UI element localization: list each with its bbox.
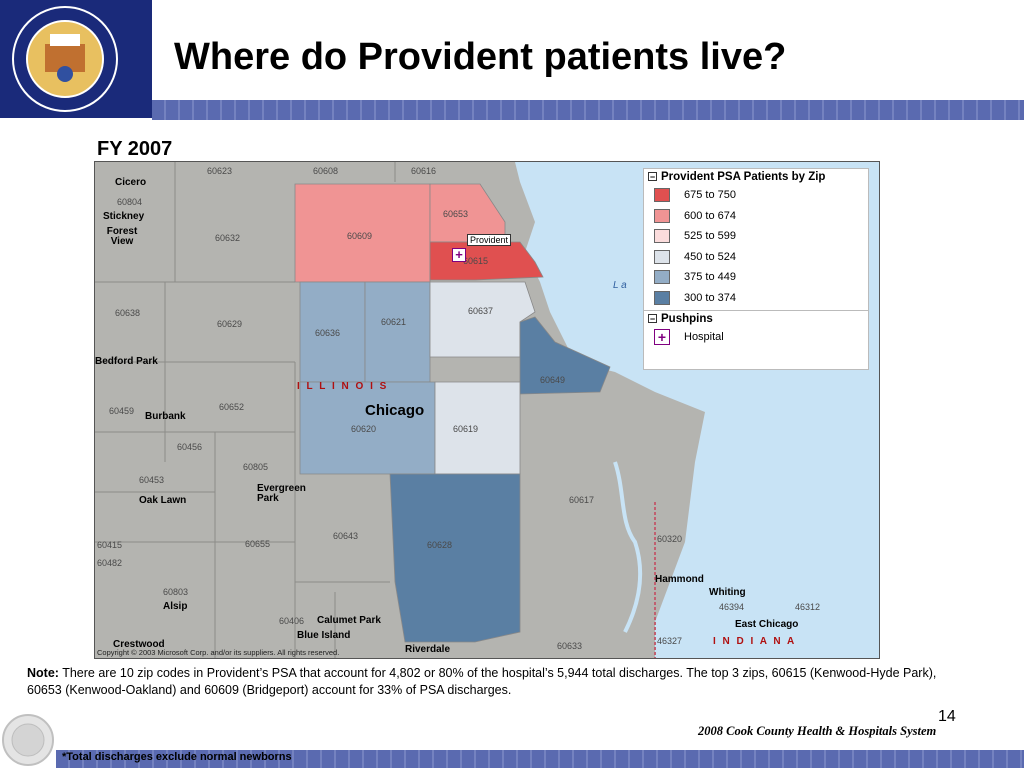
zip-label: 60616 xyxy=(411,166,437,176)
page-number: 14 xyxy=(938,708,956,725)
zip-label: 60620 xyxy=(351,424,377,434)
zip-label: 46394 xyxy=(719,602,745,612)
collapse-icon[interactable]: − xyxy=(648,314,657,324)
fiscal-year-label: FY 2007 xyxy=(97,138,173,160)
zip-60637-area xyxy=(429,281,536,358)
city-label: Oak Lawn xyxy=(139,495,187,506)
city-label: Alsip xyxy=(163,601,188,612)
zip-label: 60456 xyxy=(177,442,203,452)
zip-label: 60805 xyxy=(243,462,269,472)
city-label: Hammond xyxy=(655,574,704,585)
city-label: Riverdale xyxy=(405,644,451,655)
legend-swatch xyxy=(654,229,670,244)
zip-label: 60636 xyxy=(315,328,341,338)
map-copyright: Copyright © 2003 Microsoft Corp. and/or … xyxy=(97,648,340,657)
zip-label: 60633 xyxy=(557,641,583,651)
zip-label: 60406 xyxy=(279,616,305,626)
legend-swatch xyxy=(654,208,670,223)
zip-60621-area xyxy=(364,281,431,383)
zip-label: 60655 xyxy=(245,539,271,549)
hospital-icon: + xyxy=(654,329,670,346)
zip-label: 60453 xyxy=(139,475,165,485)
zip-60653-area xyxy=(429,183,506,243)
city-label: Calumet Park xyxy=(317,615,381,626)
legend-item: 525 to 599 xyxy=(644,226,868,247)
zip-label: 60619 xyxy=(453,424,479,434)
city-label: Stickney xyxy=(103,211,145,222)
city-label: Evergreen Park xyxy=(257,483,306,504)
system-name: 2008 Cook County Health & Hospitals Syst… xyxy=(698,724,937,738)
chicago-label: Chicago xyxy=(365,402,425,419)
footnote: *Total discharges exclude normal newborn… xyxy=(62,751,292,763)
legend-item: 450 to 524 xyxy=(644,247,868,268)
title-divider-bar xyxy=(152,100,1024,120)
legend-item: 600 to 674 xyxy=(644,206,868,227)
legend-header: − Provident PSA Patients by Zip xyxy=(648,171,826,183)
page-title: Where do Provident patients live? xyxy=(174,36,787,78)
city-label: Whiting xyxy=(709,587,746,598)
zip-label: 46327 xyxy=(657,636,683,646)
illinois-state-label: I L L I N O I S xyxy=(297,381,389,392)
legend-swatch xyxy=(654,290,670,305)
city-label: Bedford Park xyxy=(95,356,158,367)
cook-county-seal xyxy=(0,0,152,118)
footer-seal-logo xyxy=(0,712,56,768)
city-label: Cicero xyxy=(115,177,147,188)
zip-label: 60804 xyxy=(117,197,143,207)
zip-label: 60803 xyxy=(163,587,189,597)
zip-label: 60482 xyxy=(97,558,123,568)
lake-label: L a xyxy=(613,280,627,291)
zip-label: 60609 xyxy=(347,231,373,241)
zip-code-map: 60623 60608 60616 60804 60632 60609 6065… xyxy=(94,161,880,659)
zip-label: 60621 xyxy=(381,317,407,327)
collapse-icon[interactable]: − xyxy=(648,172,657,182)
footer-bar xyxy=(56,750,1024,768)
zip-label: 60320 xyxy=(657,534,683,544)
zip-label: 60652 xyxy=(219,402,245,412)
legend-item: 300 to 374 xyxy=(644,288,868,309)
city-label: Burbank xyxy=(145,411,186,422)
zip-label: 60628 xyxy=(427,540,453,550)
legend-swatch xyxy=(654,188,670,203)
legend-item: 375 to 449 xyxy=(644,267,868,288)
city-label: Forest View xyxy=(106,226,138,247)
indiana-state-label: I N D I A N A xyxy=(713,636,797,647)
legend-item: 675 to 750 xyxy=(644,185,868,206)
city-label: Crestwood xyxy=(113,639,165,650)
legend-swatch xyxy=(654,270,670,285)
city-label: East Chicago xyxy=(735,619,799,630)
zip-label: 60415 xyxy=(97,540,123,550)
zip-label: 60638 xyxy=(115,308,141,318)
zip-60628-area xyxy=(389,473,521,643)
zip-label: 60459 xyxy=(109,406,135,416)
map-legend: − Provident PSA Patients by Zip 675 to 75… xyxy=(643,168,869,370)
provident-callout: Provident xyxy=(467,234,512,246)
legend-swatch xyxy=(654,249,670,264)
zip-label: 60617 xyxy=(569,495,595,505)
zip-label: 60637 xyxy=(468,306,494,316)
zip-label: 60632 xyxy=(215,233,241,243)
zip-label: 60653 xyxy=(443,209,469,219)
zip-label: 60643 xyxy=(333,531,359,541)
zip-label: 60649 xyxy=(540,375,566,385)
legend-item-hospital: + Hospital xyxy=(644,327,868,348)
zip-label: 60615 xyxy=(463,256,489,266)
zip-label: 46312 xyxy=(795,602,821,612)
hospital-pushpin-icon[interactable]: + xyxy=(452,248,466,262)
city-label: Blue Island xyxy=(297,630,351,641)
note-paragraph: Note: There are 10 zip codes in Providen… xyxy=(27,666,937,697)
zip-label: 60623 xyxy=(207,166,233,176)
zip-label: 60608 xyxy=(313,166,339,176)
zip-label: 60629 xyxy=(217,319,243,329)
pushpins-header: − Pushpins xyxy=(648,313,713,325)
